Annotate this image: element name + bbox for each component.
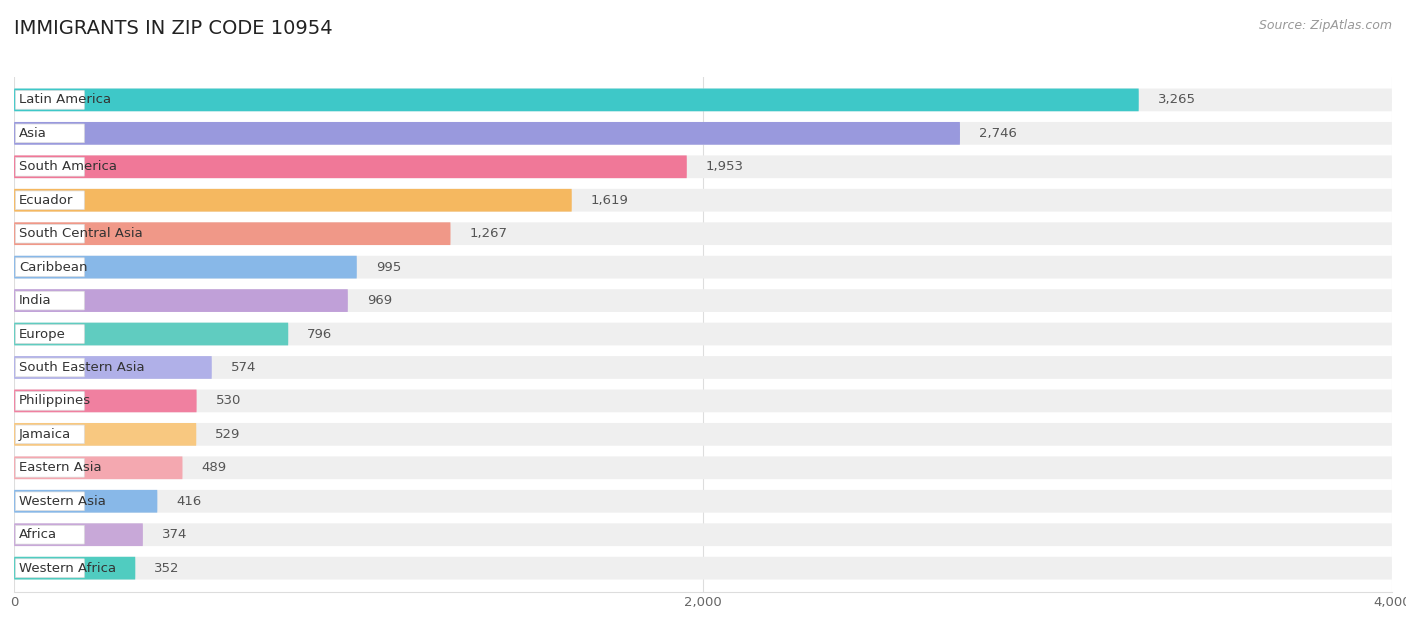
FancyBboxPatch shape	[14, 256, 357, 278]
FancyBboxPatch shape	[14, 523, 143, 546]
FancyBboxPatch shape	[15, 191, 84, 210]
FancyBboxPatch shape	[15, 392, 84, 410]
FancyBboxPatch shape	[14, 156, 686, 178]
Text: Philippines: Philippines	[18, 394, 91, 408]
Text: 1,267: 1,267	[470, 227, 508, 240]
FancyBboxPatch shape	[14, 423, 197, 446]
FancyBboxPatch shape	[14, 390, 1392, 412]
FancyBboxPatch shape	[14, 256, 1392, 278]
Text: Caribbean: Caribbean	[18, 260, 87, 274]
Text: 2,746: 2,746	[979, 127, 1017, 140]
Text: Latin America: Latin America	[18, 93, 111, 106]
Text: Ecuador: Ecuador	[18, 194, 73, 207]
FancyBboxPatch shape	[15, 124, 84, 143]
Text: 529: 529	[215, 428, 240, 441]
FancyBboxPatch shape	[14, 122, 1392, 145]
Text: 1,953: 1,953	[706, 160, 744, 174]
Text: Asia: Asia	[18, 127, 46, 140]
Text: 969: 969	[367, 294, 392, 307]
Text: 416: 416	[176, 494, 201, 508]
FancyBboxPatch shape	[15, 258, 84, 276]
FancyBboxPatch shape	[14, 289, 347, 312]
FancyBboxPatch shape	[14, 323, 288, 345]
Text: Source: ZipAtlas.com: Source: ZipAtlas.com	[1258, 19, 1392, 32]
FancyBboxPatch shape	[14, 423, 1392, 446]
Text: South America: South America	[18, 160, 117, 174]
Text: Eastern Asia: Eastern Asia	[18, 461, 101, 475]
FancyBboxPatch shape	[14, 557, 1392, 579]
Text: Jamaica: Jamaica	[18, 428, 72, 441]
Text: Europe: Europe	[18, 327, 66, 341]
FancyBboxPatch shape	[14, 356, 212, 379]
FancyBboxPatch shape	[14, 222, 450, 245]
FancyBboxPatch shape	[14, 490, 157, 512]
FancyBboxPatch shape	[15, 492, 84, 511]
Text: 1,619: 1,619	[591, 194, 628, 207]
Text: India: India	[18, 294, 52, 307]
FancyBboxPatch shape	[14, 557, 135, 579]
Text: 574: 574	[231, 361, 256, 374]
Text: 374: 374	[162, 528, 187, 541]
FancyBboxPatch shape	[15, 559, 84, 577]
FancyBboxPatch shape	[14, 490, 1392, 512]
Text: 3,265: 3,265	[1157, 93, 1195, 106]
FancyBboxPatch shape	[14, 89, 1139, 111]
FancyBboxPatch shape	[15, 525, 84, 544]
Text: 995: 995	[375, 260, 401, 274]
FancyBboxPatch shape	[14, 122, 960, 145]
FancyBboxPatch shape	[14, 89, 1392, 111]
Text: Africa: Africa	[18, 528, 58, 541]
Text: 489: 489	[201, 461, 226, 475]
FancyBboxPatch shape	[15, 91, 84, 109]
FancyBboxPatch shape	[14, 189, 572, 212]
FancyBboxPatch shape	[14, 457, 183, 479]
FancyBboxPatch shape	[15, 358, 84, 377]
FancyBboxPatch shape	[15, 158, 84, 176]
FancyBboxPatch shape	[14, 323, 1392, 345]
FancyBboxPatch shape	[14, 523, 1392, 546]
FancyBboxPatch shape	[14, 156, 1392, 178]
Text: 352: 352	[155, 561, 180, 575]
Text: Western Asia: Western Asia	[18, 494, 105, 508]
Text: South Eastern Asia: South Eastern Asia	[18, 361, 145, 374]
FancyBboxPatch shape	[14, 356, 1392, 379]
FancyBboxPatch shape	[14, 390, 197, 412]
FancyBboxPatch shape	[14, 222, 1392, 245]
Text: 796: 796	[307, 327, 332, 341]
FancyBboxPatch shape	[15, 291, 84, 310]
Text: Western Africa: Western Africa	[18, 561, 117, 575]
Text: South Central Asia: South Central Asia	[18, 227, 142, 240]
Text: IMMIGRANTS IN ZIP CODE 10954: IMMIGRANTS IN ZIP CODE 10954	[14, 19, 333, 39]
FancyBboxPatch shape	[15, 458, 84, 477]
FancyBboxPatch shape	[15, 325, 84, 343]
Text: 530: 530	[215, 394, 240, 408]
FancyBboxPatch shape	[15, 425, 84, 444]
FancyBboxPatch shape	[14, 457, 1392, 479]
FancyBboxPatch shape	[14, 189, 1392, 212]
FancyBboxPatch shape	[15, 224, 84, 243]
FancyBboxPatch shape	[14, 289, 1392, 312]
